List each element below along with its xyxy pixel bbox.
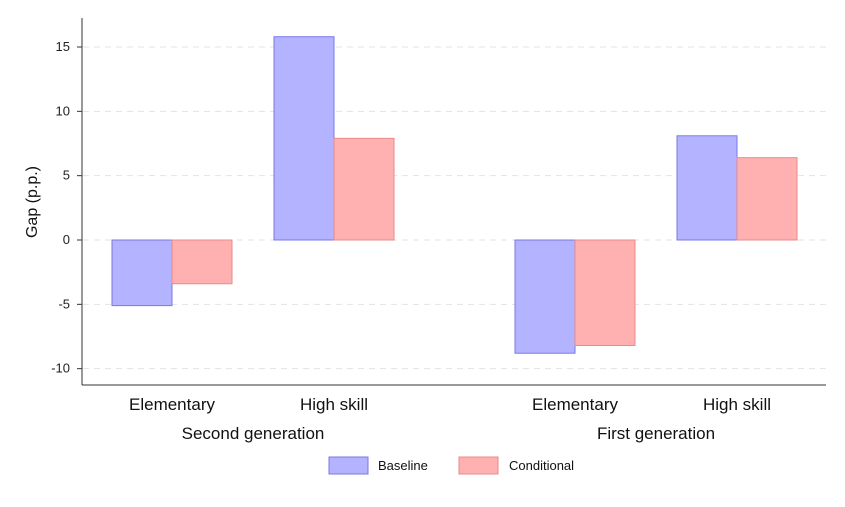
legend-label-baseline: Baseline: [378, 458, 428, 473]
bar-conditional: [736, 157, 798, 241]
y-tick-label: 0: [63, 232, 70, 247]
legend-swatch-baseline: [328, 456, 369, 475]
category-labels: Elementary High skill Second generation Ele…: [129, 395, 771, 443]
category-label: High skill: [300, 395, 368, 414]
bar-baseline: [273, 36, 335, 241]
bar-baseline: [676, 135, 738, 241]
axes: [81, 18, 826, 386]
bar-conditional: [333, 137, 395, 241]
y-ticks: -10 -5 0 5 10 15: [51, 39, 82, 376]
y-tick-label: 10: [56, 103, 70, 118]
category-label: Elementary: [129, 395, 215, 414]
group-label: Second generation: [182, 424, 325, 443]
bar-conditional: [574, 239, 636, 347]
bar-baseline: [111, 239, 173, 307]
y-tick-label: -10: [51, 361, 70, 376]
bar-conditional: [171, 239, 233, 285]
category-label: Elementary: [532, 395, 618, 414]
y-tick-label: 5: [63, 168, 70, 183]
y-tick-label: 15: [56, 39, 70, 54]
legend-label-conditional: Conditional: [509, 458, 574, 473]
y-tick-label: -5: [58, 296, 70, 311]
category-label: High skill: [703, 395, 771, 414]
bar-baseline: [514, 239, 576, 354]
group-label: First generation: [597, 424, 715, 443]
bars: [111, 36, 798, 354]
y-axis-title: Gap (p.p.): [24, 166, 41, 238]
legend-swatch-conditional: [458, 456, 499, 475]
legend: Baseline Conditional: [328, 456, 574, 475]
